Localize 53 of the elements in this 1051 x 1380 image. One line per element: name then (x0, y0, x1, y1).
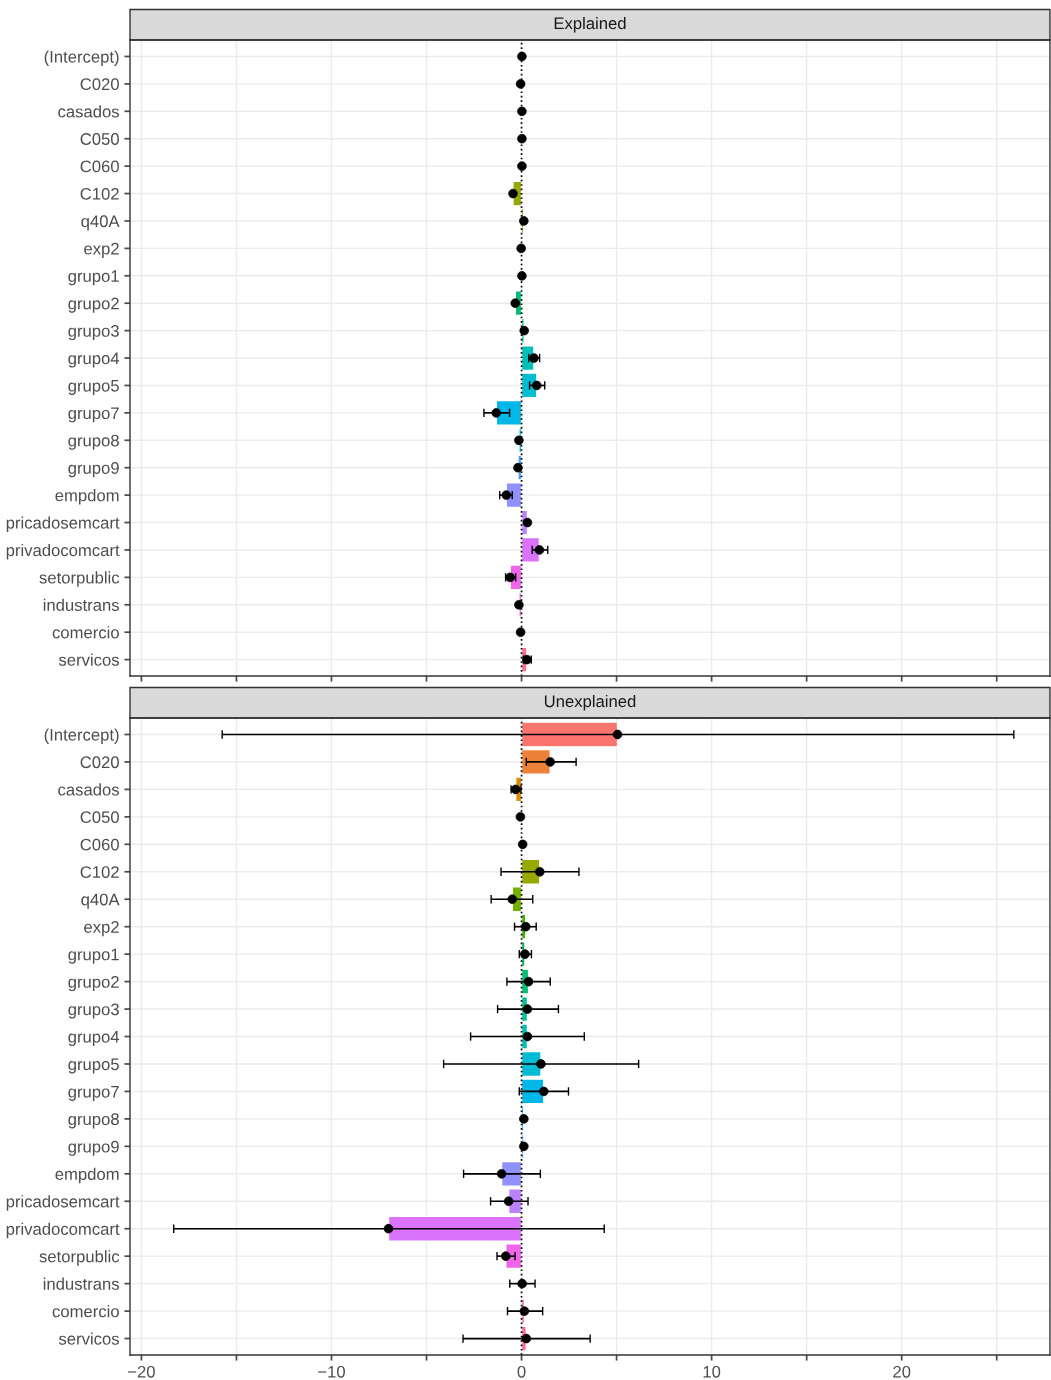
y-tick-label: (Intercept) (44, 728, 119, 744)
y-tick-label: grupo1 (68, 948, 119, 964)
chart-title: Unexplained (544, 694, 636, 711)
y-tick-label: C102 (80, 187, 119, 200)
y-tick-label: grupo8 (68, 1113, 119, 1129)
y-tick-label: grupo4 (68, 1031, 120, 1047)
y-tick-label: C020 (80, 78, 119, 91)
y-tick-label: industrans (43, 598, 119, 611)
x-tick-label: 10 (703, 1365, 721, 1378)
y-tick-label: grupo5 (68, 380, 119, 395)
x-tick-label: 20 (893, 1365, 911, 1378)
y-tick-label: pricadosemcart (6, 516, 120, 533)
y-tick-label: C102 (80, 866, 119, 878)
y-tick-label: grupo2 (68, 297, 119, 313)
y-tick-label: (Intercept) (44, 50, 119, 66)
x-tick-label: 0 (517, 1365, 526, 1378)
y-tick-label: grupo5 (68, 1058, 119, 1074)
y-tick-label: grupo3 (68, 325, 119, 341)
y-tick-label: privadocomcart (6, 543, 120, 560)
y-tick-label: servicos (58, 1332, 119, 1345)
y-tick-label: exp2 (84, 242, 119, 258)
x-tick-label: −10 (318, 1365, 345, 1378)
y-tick-label: exp2 (84, 921, 119, 937)
y-tick-label: C050 (80, 811, 119, 824)
y-tick-label: C050 (80, 133, 119, 145)
y-tick-label: grupo9 (68, 462, 119, 478)
y-tick-label: C060 (80, 160, 119, 173)
y-tick-label: setorpublic (39, 571, 120, 587)
y-tick-label: empdom (55, 1167, 119, 1184)
y-tick-label: servicos (58, 653, 119, 666)
y-tick-label: setorpublic (39, 1250, 120, 1266)
y-tick-label: privadocomcart (6, 1222, 120, 1239)
y-tick-label: casados (58, 105, 119, 118)
x-tick-label: −20 (128, 1365, 155, 1378)
y-tick-label: q40A (81, 215, 120, 231)
y-tick-label: casados (58, 783, 119, 796)
y-tick-label: grupo2 (68, 976, 119, 992)
y-tick-label: pricadosemcart (6, 1195, 120, 1211)
y-tick-label: comercio (52, 1305, 119, 1318)
y-tick-label: q40A (81, 893, 120, 909)
y-tick-label: grupo4 (68, 352, 120, 368)
y-tick-label: grupo7 (68, 1086, 119, 1101)
chart-title: Explained (554, 16, 626, 33)
y-tick-label: comercio (52, 626, 119, 639)
y-tick-label: grupo9 (68, 1140, 119, 1156)
y-tick-label: grupo7 (68, 407, 119, 423)
y-tick-label: grupo3 (68, 1003, 119, 1019)
y-tick-label: industrans (43, 1277, 119, 1290)
y-tick-label: grupo1 (68, 270, 119, 286)
y-tick-label: grupo8 (68, 434, 119, 450)
y-tick-label: C020 (80, 756, 119, 769)
y-tick-label: empdom (55, 489, 119, 505)
y-tick-label: C060 (80, 838, 119, 851)
